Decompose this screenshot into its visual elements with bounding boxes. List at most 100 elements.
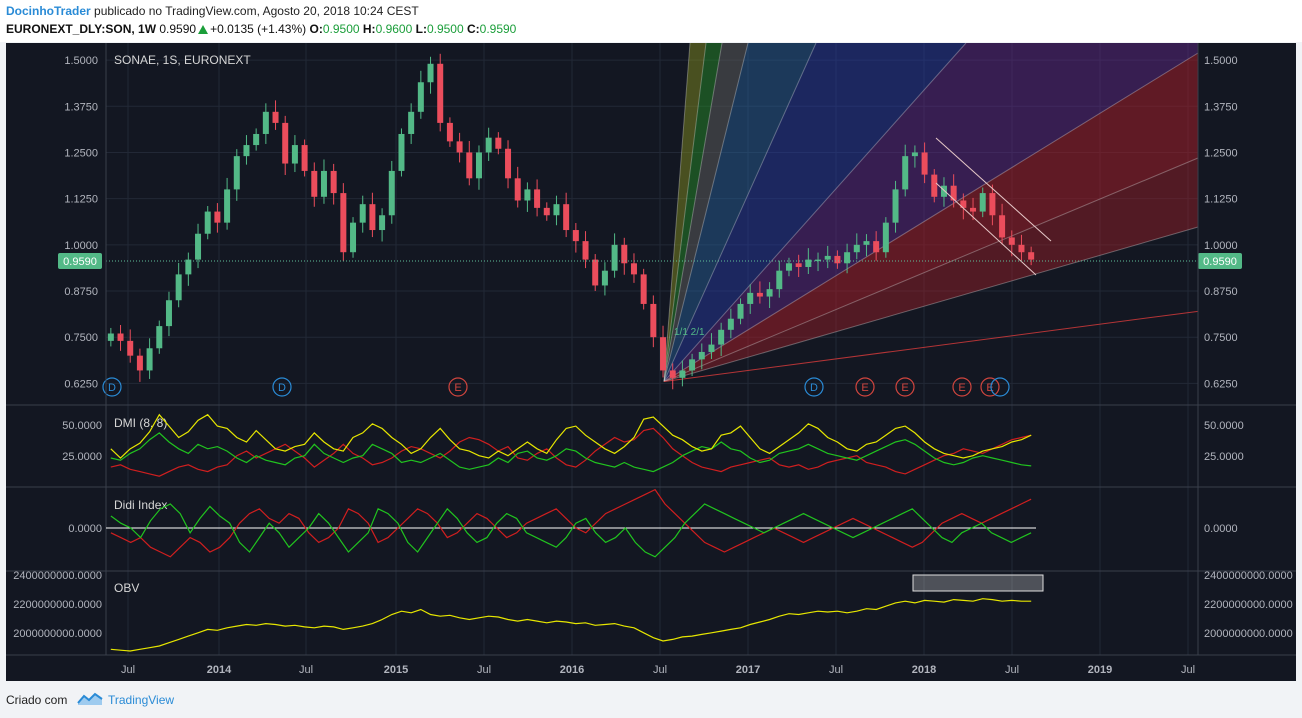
- obv-axis-22-right: 2200000000.0000: [1204, 599, 1293, 611]
- price-tick-label-left: 1.2500: [64, 147, 98, 159]
- candle-body: [437, 63, 444, 123]
- published-text: publicado no TradingView.com, Agosto 20,…: [94, 4, 419, 18]
- price-tick-label-right: 1.3750: [1204, 101, 1238, 113]
- candle-body: [611, 244, 618, 271]
- candle-body: [834, 255, 841, 264]
- price-tick-label-left: 1.0000: [64, 240, 98, 252]
- event-marker-earnings: [952, 377, 972, 397]
- dmi-axis-25-left: 25.0000: [62, 451, 102, 463]
- candle-body: [136, 355, 143, 371]
- gann-wedge: [664, 43, 748, 382]
- candle-body: [815, 259, 822, 262]
- time-tick-label: 2018: [912, 664, 936, 676]
- candle-body: [689, 359, 696, 371]
- event-marker-letter: D: [810, 382, 818, 394]
- candle-body: [679, 370, 686, 378]
- author-link[interactable]: DocinhoTrader: [6, 4, 91, 18]
- candle-body: [1028, 252, 1035, 260]
- close-value: 0.9590: [479, 22, 517, 36]
- didi-axis-left: 0.0000: [68, 523, 102, 535]
- candle-body: [340, 193, 347, 253]
- candle-body: [756, 292, 763, 297]
- dmi-minus-line: [110, 427, 1032, 477]
- gann-line: [663, 43, 707, 382]
- candle-body: [359, 204, 366, 223]
- candle-body: [243, 145, 250, 157]
- up-triangle-icon: [198, 25, 209, 34]
- obv-axis-20-right: 2000000000.0000: [1204, 628, 1293, 640]
- last-price: 0.9590: [159, 22, 197, 36]
- candle-body: [388, 170, 395, 216]
- price-tick-label-right: 1.1250: [1204, 194, 1238, 206]
- candle-body: [844, 252, 851, 264]
- footer: Criado com TradingView: [0, 684, 1302, 718]
- candle-body: [417, 82, 424, 112]
- price-tick-label-left: 0.7500: [64, 332, 98, 344]
- candle-body: [776, 270, 783, 290]
- candle-body: [146, 348, 153, 371]
- candle-body: [747, 292, 754, 304]
- candle-body: [156, 326, 163, 349]
- candle-body: [253, 133, 260, 146]
- candle-body: [640, 274, 647, 304]
- gann-wedge: [664, 158, 1198, 382]
- candle-body: [204, 211, 211, 234]
- time-tick-label: Jul: [121, 664, 135, 676]
- candle-body: [950, 185, 957, 201]
- candle-body: [446, 122, 453, 142]
- event-marker-dividend: [272, 377, 292, 397]
- open-label: O:: [309, 22, 323, 36]
- event-marker-dividend: [102, 377, 122, 397]
- event-marker-earnings: [855, 377, 875, 397]
- candle-body: [475, 152, 482, 179]
- candle-body: [582, 241, 589, 260]
- time-axis: Jul 2014 Jul 2015 Jul 2016 Jul 2017 Jul 2018 Jul 20…: [121, 664, 1195, 676]
- candle-body: [601, 270, 608, 286]
- candle-body: [621, 244, 628, 264]
- high-value: 0.9600: [375, 22, 413, 36]
- price-tick-label-right: 1.2500: [1204, 147, 1238, 159]
- candle-body: [921, 152, 928, 175]
- event-marker-dividend: [804, 377, 824, 397]
- candle-body: [882, 222, 889, 253]
- candle-body: [553, 204, 560, 216]
- close-label: C:: [466, 22, 480, 36]
- didi-red-line: [110, 488, 1032, 558]
- gann-line: [663, 43, 817, 382]
- candle-body: [795, 263, 802, 267]
- price-tick-label-right: 0.6250: [1204, 378, 1238, 390]
- gann-wedge: [664, 43, 816, 382]
- chart-canvas[interactable]: 1/1 2/1 SONAE, 1S, EURONEXT 1.5000 1.5000…: [6, 43, 1296, 681]
- candle-body: [592, 259, 599, 286]
- event-marker-letter: E: [986, 382, 993, 394]
- candle-body: [214, 211, 221, 223]
- symbol-line: EURONEXT_DLY:SON, 1W 0.9590 +0.0135 (+1.4…: [6, 22, 516, 36]
- trend-channel: [935, 137, 1052, 276]
- candle-body: [350, 222, 357, 253]
- candle-body: [766, 289, 773, 297]
- candle-body: [960, 200, 967, 208]
- tradingview-brand-link[interactable]: TradingView: [108, 693, 175, 707]
- candle-body: [863, 241, 870, 245]
- event-marker-letter: E: [958, 382, 965, 394]
- candle-body: [224, 189, 231, 223]
- didi-title: Didi Index: [114, 498, 167, 512]
- gann-wedge: [664, 43, 966, 382]
- candle-body: [117, 333, 124, 341]
- candle-body: [892, 189, 899, 223]
- event-marker-earnings: [980, 377, 1000, 397]
- didi-axis-right: 0.0000: [1204, 523, 1238, 535]
- candle-body: [107, 333, 114, 341]
- candle-body: [1008, 237, 1015, 245]
- open-value: 0.9500: [322, 22, 360, 36]
- candle-body: [940, 185, 947, 197]
- candle-body: [911, 152, 918, 157]
- dmi-axis-25-right: 25.0000: [1204, 451, 1244, 463]
- candle-body: [427, 63, 434, 83]
- candle-body: [320, 170, 327, 197]
- candle-body: [650, 303, 657, 338]
- candle-body: [708, 344, 715, 352]
- obv-line: [110, 598, 1032, 652]
- candle-body: [524, 189, 531, 201]
